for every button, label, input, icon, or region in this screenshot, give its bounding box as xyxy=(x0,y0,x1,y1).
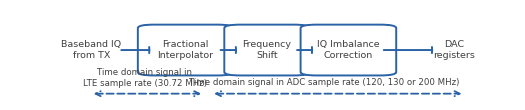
Text: Fractional
Interpolator: Fractional Interpolator xyxy=(158,40,214,60)
FancyBboxPatch shape xyxy=(224,25,310,75)
FancyBboxPatch shape xyxy=(138,25,234,75)
Text: Baseband IQ
from TX: Baseband IQ from TX xyxy=(61,40,121,60)
Text: Time domain signal in
LTE sample rate (30.72 MHz): Time domain signal in LTE sample rate (3… xyxy=(83,68,207,88)
Text: Time domain signal in ADC sample rate (120, 130 or 200 MHz): Time domain signal in ADC sample rate (1… xyxy=(189,78,459,87)
FancyBboxPatch shape xyxy=(301,25,396,75)
Text: Frequency
Shift: Frequency Shift xyxy=(243,40,291,60)
Text: DAC
registers: DAC registers xyxy=(433,40,475,60)
Text: IQ Imbalance
Correction: IQ Imbalance Correction xyxy=(317,40,380,60)
